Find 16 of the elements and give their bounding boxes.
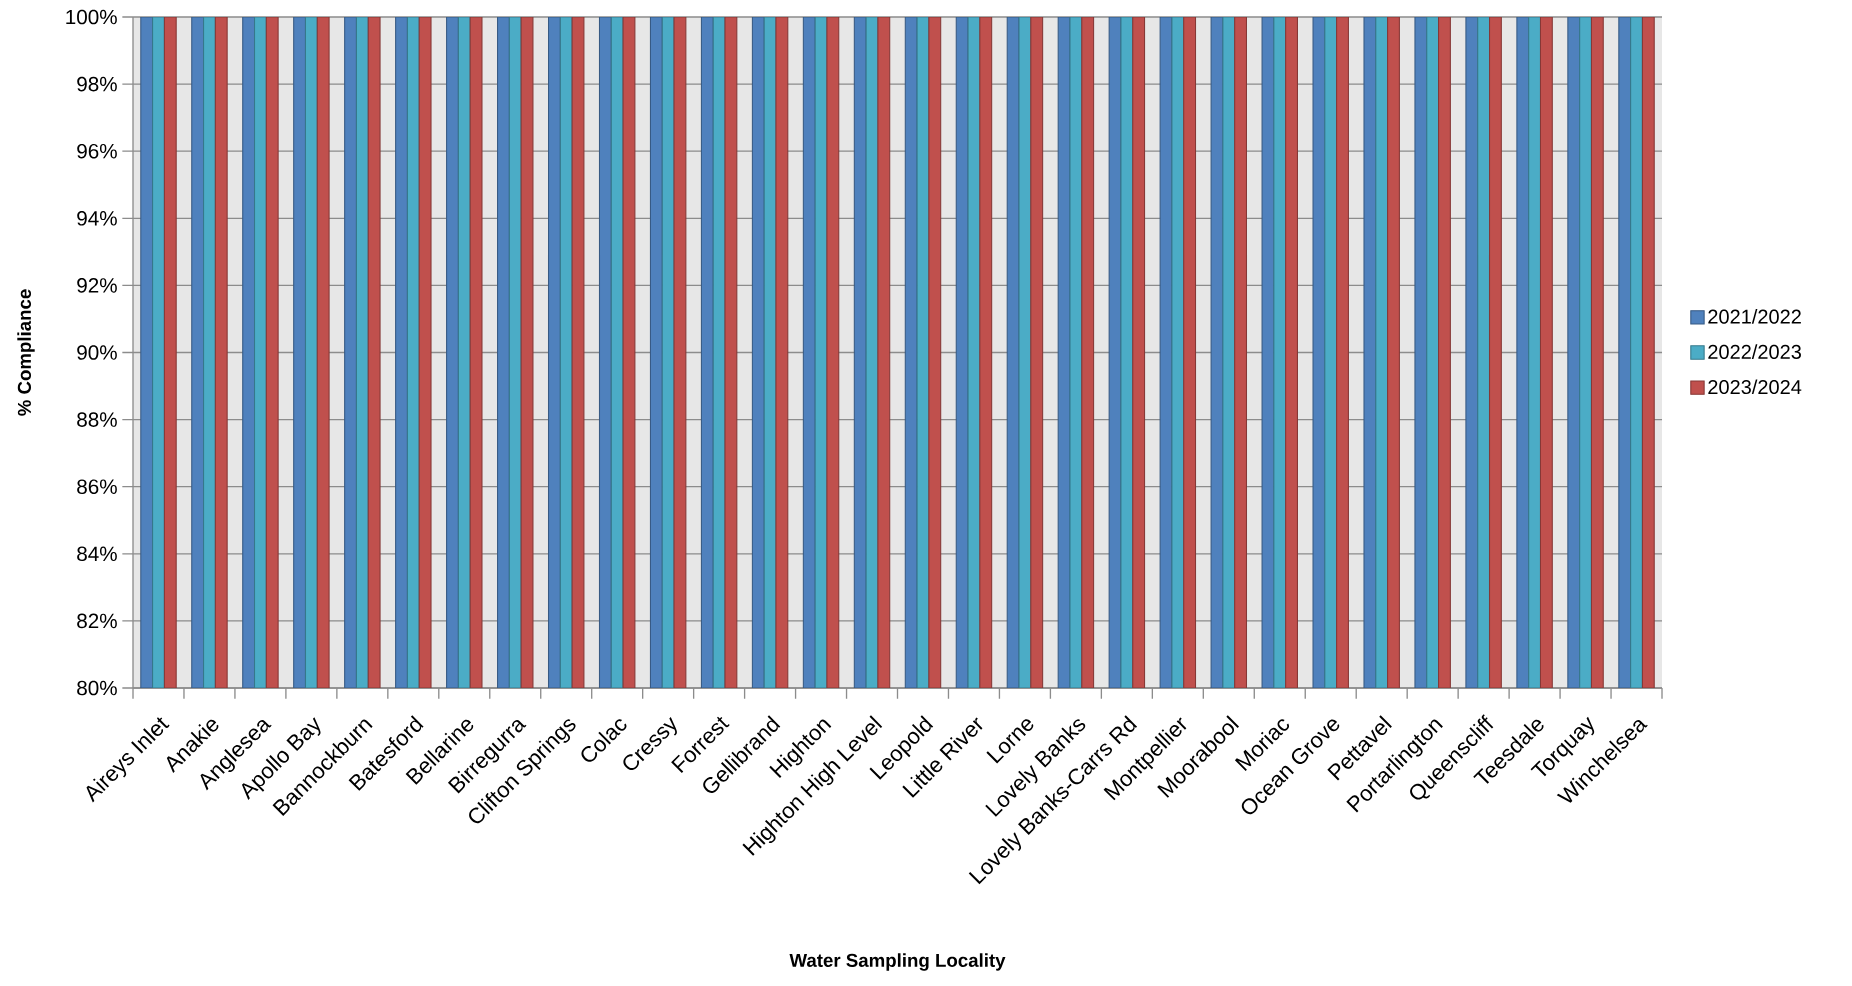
y-tick-label: 82%: [77, 613, 117, 629]
y-tick-label: 84%: [77, 546, 117, 562]
legend-label: 2021/2022: [1708, 309, 1801, 324]
y-tick-label: 88%: [77, 412, 117, 427]
y-tick-label: 100%: [66, 9, 117, 25]
y-tick-label: 98%: [77, 76, 117, 92]
legend-label: 2022/2023: [1708, 344, 1801, 359]
legend-label: 2023/2024: [1708, 379, 1802, 395]
y-tick-label: 94%: [77, 210, 117, 226]
y-tick-label: 92%: [77, 278, 117, 293]
x-axis-title: Water Sampling Locality: [789, 953, 1006, 971]
y-tick-label: 90%: [77, 345, 117, 360]
y-tick-label: 86%: [77, 479, 117, 495]
y-tick-label: 96%: [77, 143, 117, 159]
y-tick-label: 80%: [77, 680, 117, 696]
y-axis-title: % Compliance: [17, 289, 35, 416]
